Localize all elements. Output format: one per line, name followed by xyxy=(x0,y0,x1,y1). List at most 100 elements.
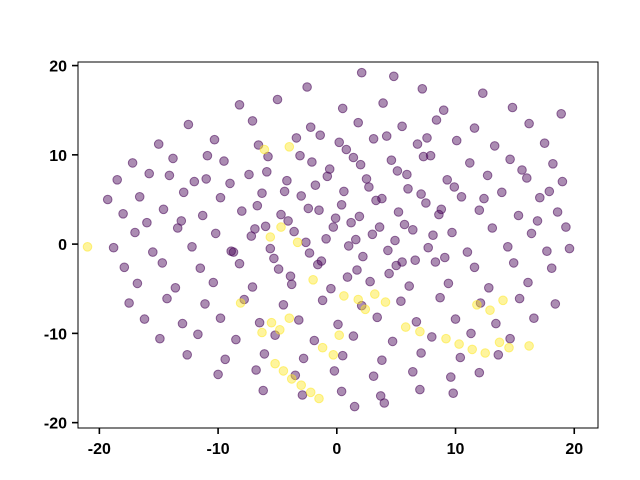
scatter-point xyxy=(164,170,175,181)
scatter-point xyxy=(368,371,379,382)
scatter-point xyxy=(219,156,229,166)
scatter-point xyxy=(130,227,140,238)
scatter-point xyxy=(244,169,254,180)
scatter-point xyxy=(155,333,165,344)
scatter-point xyxy=(305,387,316,398)
scatter-point xyxy=(251,365,261,375)
scatter-point xyxy=(550,299,561,309)
scatter-point xyxy=(118,209,128,219)
scatter-point xyxy=(403,184,413,194)
scatter-point xyxy=(539,138,550,148)
scatter-point xyxy=(322,171,333,182)
scatter-point xyxy=(270,358,280,369)
scatter-point xyxy=(316,256,327,266)
scatter-point xyxy=(336,386,347,397)
scatter-point xyxy=(342,272,353,282)
scatter-point xyxy=(356,67,367,78)
scatter-point xyxy=(208,277,219,288)
scatter-point xyxy=(478,88,488,98)
scatter-point xyxy=(142,217,152,228)
scatter-point xyxy=(454,339,464,349)
scatter-point xyxy=(209,134,220,145)
y-tick-label: 20 xyxy=(49,59,67,76)
scatter-point xyxy=(348,331,359,341)
scatter-point xyxy=(343,241,354,251)
scatter-point xyxy=(522,173,532,183)
scatter-point xyxy=(408,367,418,377)
scatter-point xyxy=(389,71,399,82)
scatter-point xyxy=(234,258,245,269)
scatter-point xyxy=(393,207,404,217)
scatter-point xyxy=(552,207,563,217)
scatter-point xyxy=(315,130,326,140)
scatter-point xyxy=(309,335,320,346)
scatter-point xyxy=(448,388,459,399)
scatter-point xyxy=(526,228,537,239)
scatter-point xyxy=(438,105,449,115)
scatter-point xyxy=(447,227,457,238)
scatter-point xyxy=(381,131,392,141)
scatter-point xyxy=(415,326,425,337)
scatter-point xyxy=(451,135,462,146)
scatter-point xyxy=(158,204,169,215)
scatter-point xyxy=(469,262,480,273)
scatter-point xyxy=(247,116,258,126)
scatter-point xyxy=(442,175,453,185)
scatter-point xyxy=(108,242,119,253)
scatter-point xyxy=(292,237,303,248)
scatter-point xyxy=(370,289,380,299)
scatter-point xyxy=(284,313,295,324)
scatter-point xyxy=(427,332,437,342)
scatter-point xyxy=(187,242,197,252)
scatter-point xyxy=(237,206,247,216)
scatter-point xyxy=(279,186,290,197)
scatter-point xyxy=(257,327,267,338)
scatter-point xyxy=(259,144,270,155)
scatter-point xyxy=(286,374,297,384)
scatter-point xyxy=(317,295,328,306)
scatter-point xyxy=(384,268,394,279)
scatter-point xyxy=(301,237,311,248)
scatter-point xyxy=(397,257,407,267)
scatter-point xyxy=(435,292,445,303)
scatter-point xyxy=(182,350,192,360)
scatter-point xyxy=(418,151,429,162)
scatter-point xyxy=(479,193,489,204)
scatter-point xyxy=(561,222,571,232)
scatter-point xyxy=(400,322,411,332)
scatter-point xyxy=(276,209,286,220)
scatter-point xyxy=(469,123,480,133)
scatter-point xyxy=(144,168,154,179)
scatter-point xyxy=(220,354,230,365)
scatter-point xyxy=(259,349,270,359)
scatter-point xyxy=(273,264,284,274)
scatter-point xyxy=(328,350,339,360)
scatter-point xyxy=(275,325,285,335)
scatter-point xyxy=(535,192,545,203)
scatter-point xyxy=(334,137,345,148)
scatter-point xyxy=(466,328,476,339)
scatter-point xyxy=(285,271,296,282)
scatter-point xyxy=(505,333,515,344)
scatter-point xyxy=(153,139,164,149)
scatter-point xyxy=(498,295,508,306)
scatter-point xyxy=(302,82,312,92)
scatter-point xyxy=(556,109,567,119)
scatter-point xyxy=(326,283,336,294)
y-tick-label: 10 xyxy=(49,148,67,165)
scatter-point xyxy=(278,366,289,376)
y-tick-label: -20 xyxy=(44,416,67,433)
scatter-point xyxy=(225,178,235,189)
scatter-point xyxy=(430,257,441,267)
scatter-point xyxy=(465,158,475,168)
scatter-point xyxy=(380,297,391,307)
scatter-point xyxy=(286,279,297,290)
scatter-point xyxy=(296,380,307,391)
scatter-point xyxy=(304,248,315,258)
scatter-point xyxy=(422,133,432,143)
scatter-point xyxy=(183,119,194,130)
scatter-point xyxy=(178,187,189,198)
scatter-point xyxy=(503,242,513,252)
scatter-point xyxy=(193,329,203,340)
